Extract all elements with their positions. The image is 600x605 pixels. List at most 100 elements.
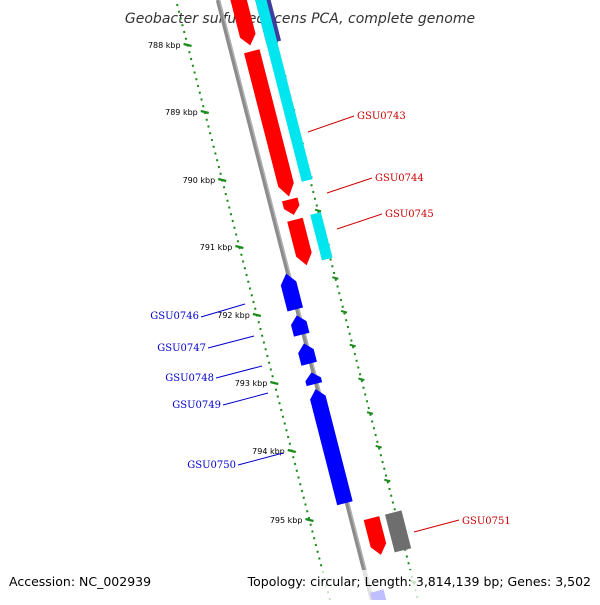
scale-minor-tick: [299, 483, 302, 486]
scale-minor-tick: [309, 523, 312, 526]
scale-label: 792 kbp: [217, 311, 250, 320]
outer-major-tick: [340, 309, 348, 314]
scale-minor-tick: [181, 24, 184, 27]
scale-minor-tick: [318, 557, 321, 560]
outer-minor-tick: [315, 204, 318, 207]
scale-minor-tick: [182, 30, 186, 34]
outer-minor-tick: [362, 386, 365, 389]
scale-major-tick: [235, 244, 244, 250]
scale-minor-tick: [226, 199, 229, 202]
outer-minor-tick: [357, 366, 360, 369]
outer-minor-tick: [383, 467, 386, 470]
scale-minor-tick: [217, 165, 221, 169]
outer-minor-tick: [348, 332, 351, 335]
scale-minor-tick: [319, 564, 323, 567]
gray-feature[interactable]: [385, 510, 412, 553]
scale-major-tick: [270, 380, 279, 386]
scale-minor-tick: [269, 368, 273, 371]
gene-gsu0747-arrow[interactable]: [289, 313, 310, 337]
scale-minor-tick: [188, 51, 191, 54]
gene-gsu0745-arrow[interactable]: [287, 217, 314, 268]
gene-label-gsu0747[interactable]: GSU0747: [157, 343, 206, 354]
scale-minor-tick: [196, 84, 200, 88]
scale-minor-tick: [314, 543, 318, 547]
outer-minor-tick: [391, 501, 395, 504]
outer-minor-tick: [313, 197, 317, 200]
gene-gsu0748-arrow[interactable]: [296, 341, 317, 366]
reverse-gene-labels: GSU0746 GSU0747 GSU0748 GSU0749 GSU0750: [150, 303, 284, 471]
scale-minor-tick: [305, 510, 309, 513]
gene-label-gsu0748[interactable]: GSU0748: [165, 373, 214, 384]
genome-info-label: Topology: circular; Length: 3,814,139 bp…: [247, 574, 591, 589]
scale-minor-tick: [262, 341, 266, 344]
outer-minor-tick: [365, 400, 369, 403]
gene-gsu0744-arrow[interactable]: [244, 49, 297, 198]
scale-minor-tick: [281, 415, 285, 418]
scale-minor-tick: [267, 361, 271, 364]
gene-gsu0750-arrow[interactable]: [308, 387, 353, 506]
gene-gsu0743-arrow[interactable]: [227, 0, 258, 47]
scale-minor-tick: [210, 138, 214, 142]
accession-label: Accession: NC_002939: [9, 574, 151, 589]
scale-major-tick: [200, 109, 210, 115]
cyan-feature-1[interactable]: [250, 0, 313, 182]
gene-gsu0751-arrow[interactable]: [363, 516, 389, 557]
scale-label: 788 kbp: [148, 41, 181, 50]
outer-major-tick: [375, 444, 382, 449]
scale-minor-tick: [266, 354, 269, 358]
gene-label-gsu0750[interactable]: GSU0750: [187, 460, 236, 471]
scale-minor-tick: [236, 240, 240, 243]
forward-gene-labels: GSU0743 GSU0744 GSU0745 GSU0751: [307, 111, 511, 533]
outer-minor-tick: [312, 190, 315, 194]
scale-minor-tick: [176, 3, 179, 7]
outer-minor-tick: [372, 427, 376, 430]
cyan-feature-2[interactable]: [310, 212, 333, 261]
outer-minor-tick: [405, 555, 409, 558]
gene-label-gsu0749[interactable]: GSU0749: [172, 400, 221, 411]
scale-minor-tick: [240, 253, 243, 256]
scale-minor-tick: [304, 503, 307, 506]
scale-minor-tick: [292, 456, 295, 459]
scale-minor-tick: [215, 159, 219, 162]
outer-minor-tick: [367, 406, 370, 410]
outer-major-tick: [366, 411, 374, 415]
scale-minor-tick: [280, 408, 283, 412]
outer-major-tick: [332, 276, 339, 280]
outer-minor-tick: [331, 265, 334, 268]
scale-minor-tick: [295, 469, 299, 472]
map-footer: Accession: NC_002939 Topology: circular;…: [0, 570, 600, 600]
gene-label-gsu0743[interactable]: GSU0743: [357, 111, 406, 122]
scale-minor-tick: [247, 280, 250, 283]
outer-minor-tick: [341, 305, 344, 308]
outer-minor-tick: [393, 508, 396, 511]
outer-minor-tick: [384, 474, 388, 477]
scale-minor-tick: [254, 307, 257, 310]
scale-major-tick: [287, 448, 297, 454]
feature-rings: [227, 0, 412, 605]
scale-minor-tick: [214, 152, 217, 155]
scale-label: 790 kbp: [183, 176, 216, 185]
gene-gsu0749-arrow[interactable]: [304, 370, 323, 387]
gene-label-gsu0745[interactable]: GSU0745: [385, 209, 434, 220]
gene-label-gsu0746[interactable]: GSU0746: [150, 311, 199, 322]
scale-minor-tick: [184, 37, 188, 40]
outer-minor-tick: [370, 420, 374, 423]
gene-gsu0746-arrow[interactable]: [278, 272, 304, 312]
scale-minor-tick: [278, 402, 281, 405]
gene-label-gsu0751[interactable]: GSU0751: [462, 516, 511, 527]
scale-minor-tick: [276, 395, 279, 398]
outer-minor-tick: [310, 184, 313, 187]
scale-minor-tick: [243, 267, 247, 270]
scale-minor-tick: [302, 496, 305, 499]
scale-major-tick: [217, 177, 227, 183]
outer-minor-tick: [350, 339, 353, 342]
scale-minor-tick: [202, 105, 205, 108]
gene-label-gsu0744[interactable]: GSU0744: [375, 173, 424, 184]
outer-minor-tick: [379, 454, 383, 457]
gene-gsu0744b-arrow[interactable]: [282, 197, 301, 216]
scale-minor-tick: [212, 145, 215, 148]
scale-minor-tick: [224, 192, 228, 196]
outer-minor-tick: [390, 494, 393, 497]
